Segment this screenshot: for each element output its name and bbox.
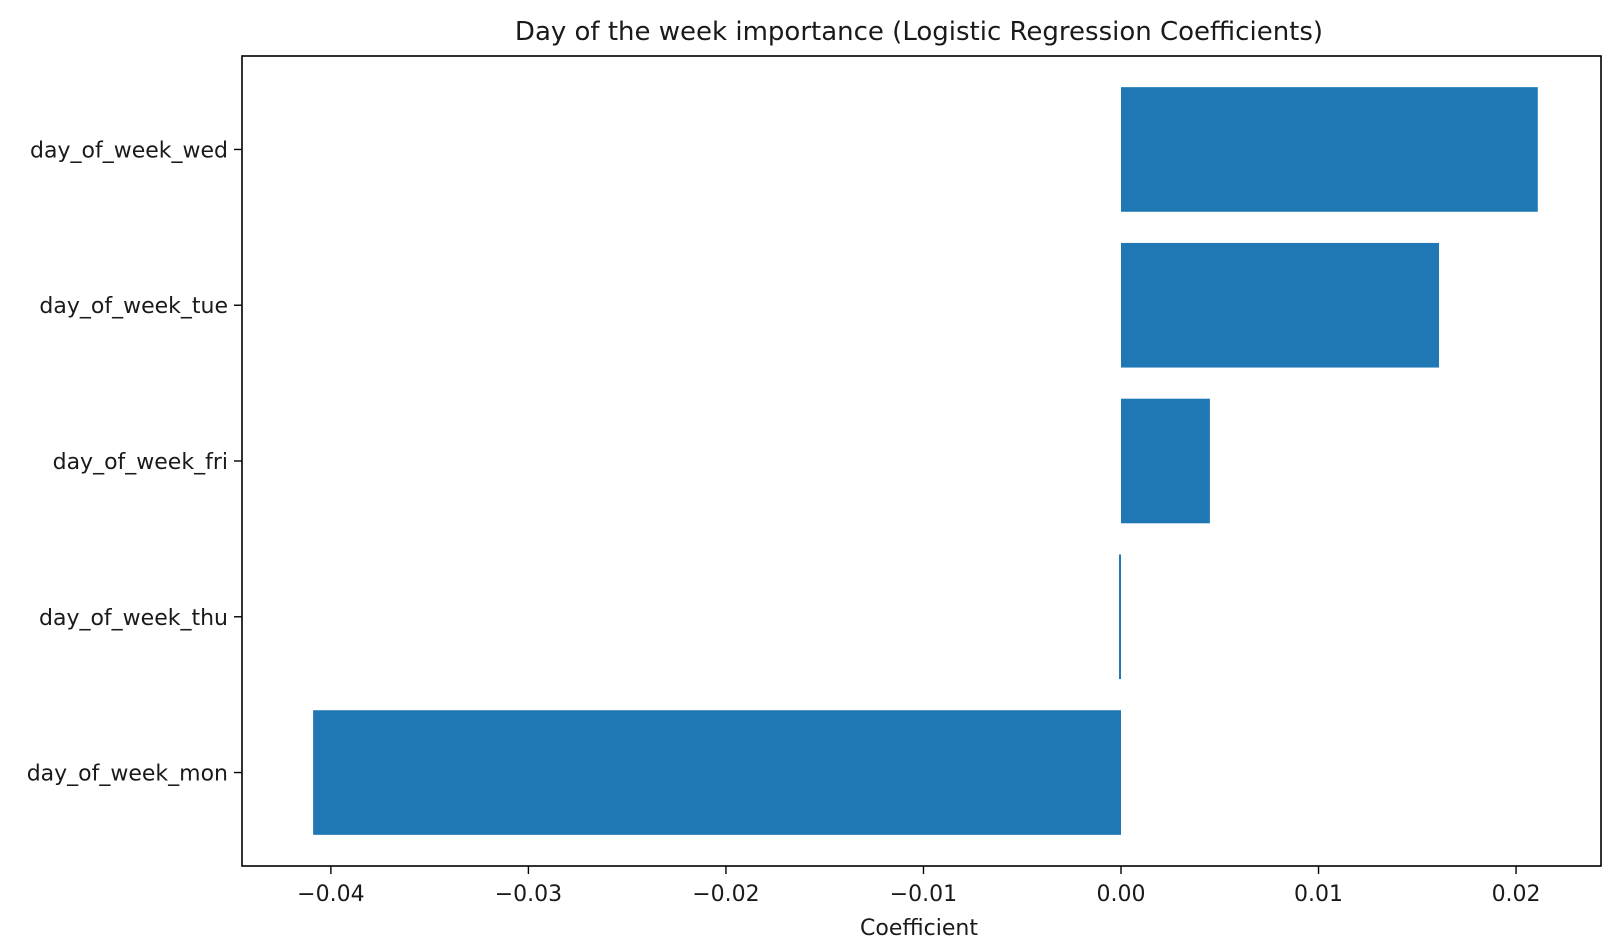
bar-day_of_week_mon bbox=[313, 710, 1122, 835]
x-tick-label: −0.03 bbox=[495, 882, 562, 907]
bar-day_of_week_wed bbox=[1121, 87, 1538, 212]
bar-day_of_week_thu bbox=[1119, 554, 1122, 680]
bar-day_of_week_fri bbox=[1121, 398, 1210, 524]
plot-frame bbox=[241, 55, 1602, 867]
x-tick-label: −0.01 bbox=[890, 882, 957, 907]
x-tick-label: 0.00 bbox=[1097, 882, 1146, 907]
x-tick-label: −0.04 bbox=[297, 882, 364, 907]
x-axis-label: Coefficient bbox=[860, 916, 978, 940]
y-tick-label: day_of_week_wed bbox=[30, 138, 228, 163]
chart-title: Day of the week importance (Logistic Reg… bbox=[515, 17, 1323, 47]
x-tick-label: −0.02 bbox=[692, 882, 759, 907]
y-tick-label: day_of_week_thu bbox=[39, 606, 228, 631]
x-tick-label: 0.01 bbox=[1294, 882, 1343, 907]
x-axis-ticks: −0.04 −0.03 −0.02 −0.01 0.00 0.01 0.02 bbox=[297, 866, 1541, 907]
y-tick-label: day_of_week_tue bbox=[39, 294, 228, 319]
y-axis-ticks: day_of_week_wed day_of_week_tue day_of_wee… bbox=[27, 138, 242, 787]
bar-day_of_week_tue bbox=[1121, 242, 1440, 368]
y-tick-label: day_of_week_mon bbox=[27, 762, 228, 787]
x-tick-label: 0.02 bbox=[1492, 882, 1541, 907]
y-tick-label: day_of_week_fri bbox=[53, 450, 228, 475]
bars-group bbox=[313, 87, 1538, 835]
